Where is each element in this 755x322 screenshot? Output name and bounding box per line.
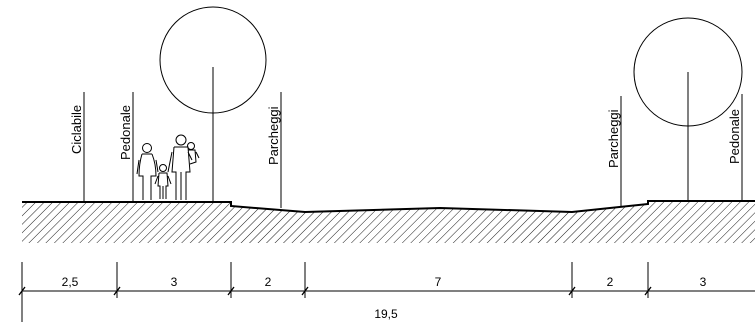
- zone-markers: [83, 92, 743, 208]
- dim-segment-6: 3: [700, 275, 707, 289]
- dimension-line: [18, 262, 755, 322]
- dim-segment-4: 7: [435, 275, 442, 289]
- dim-segment-5: 2: [607, 275, 614, 289]
- pedestrians-icon: [136, 134, 200, 200]
- label-parcheggi-left: Parcheggi: [266, 106, 281, 165]
- dim-segment-2: 3: [171, 275, 178, 289]
- label-ciclabile: Ciclabile: [69, 105, 84, 154]
- dim-segment-3: 2: [265, 275, 272, 289]
- label-pedonale-left: Pedonale: [118, 105, 133, 160]
- tree-icon: [159, 6, 267, 202]
- label-pedonale-right: Pedonale: [727, 109, 742, 164]
- dim-segment-1: 2,5: [62, 275, 79, 289]
- dim-total: 19,5: [374, 307, 398, 321]
- ground-section: [22, 200, 755, 243]
- tree-icon: [633, 17, 743, 201]
- label-parcheggi-right: Parcheggi: [606, 109, 621, 168]
